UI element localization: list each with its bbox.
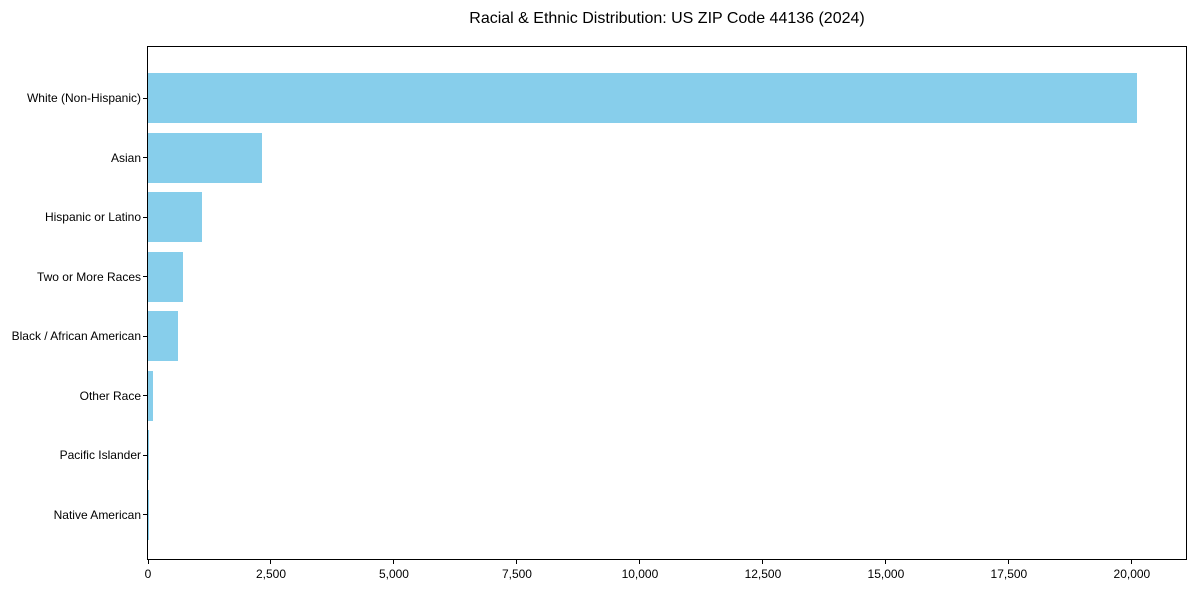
bar-hispanic-or-latino: [148, 192, 202, 242]
x-tick-mark: [270, 560, 272, 564]
x-tick-label-15000: 15,000: [867, 567, 905, 581]
y-tick-mark: [143, 276, 147, 277]
y-tick-mark: [143, 454, 147, 456]
x-tick-label-0: 0: [144, 567, 152, 581]
x-tick-label-20000: 20,000: [1113, 567, 1151, 581]
y-tick-mark: [143, 514, 147, 515]
bar-black-african-american: [148, 311, 178, 361]
bar-white-non-hispanic: [148, 73, 1137, 123]
y-tick-mark: [143, 97, 147, 99]
bar-other-race: [148, 370, 153, 421]
y-tick-label-black-african-american: Black / African American: [11, 329, 141, 343]
y-tick-mark: [143, 157, 147, 158]
x-tick-label-5000: 5,000: [378, 567, 409, 581]
x-tick-label-17500: 17,500: [990, 567, 1028, 581]
y-tick-label-asian: Asian: [110, 150, 141, 165]
x-tick-mark: [762, 560, 764, 564]
y-tick-mark: [143, 216, 147, 218]
x-tick-mark: [885, 560, 887, 564]
y-tick-label-pacific-islander: Pacific Islander: [59, 448, 141, 462]
y-tick-label-native-american: Native American: [53, 507, 141, 522]
x-tick-mark: [639, 560, 641, 564]
x-tick-mark: [147, 560, 149, 564]
bar-asian: [148, 132, 263, 183]
y-tick-mark: [143, 395, 147, 396]
y-tick-label-two-or-more-races: Two or More Races: [36, 269, 141, 284]
x-tick-label-2500: 2,500: [255, 567, 286, 581]
y-tick-mark: [143, 335, 147, 337]
x-tick-mark: [516, 560, 518, 564]
x-tick-label-12500: 12,500: [744, 567, 782, 581]
plot-area: [147, 46, 1187, 560]
y-tick-label-hispanic-or-latino: Hispanic or Latino: [44, 210, 141, 224]
bar-two-or-more-races: [148, 251, 184, 302]
y-tick-label-other-race: Other Race: [79, 388, 141, 403]
y-tick-label-white-non-hispanic: White (Non-Hispanic): [26, 91, 141, 105]
x-tick-mark: [393, 560, 395, 564]
x-tick-label-10000: 10,000: [621, 567, 659, 581]
x-tick-label-7500: 7,500: [501, 567, 532, 581]
x-tick-mark: [1008, 560, 1010, 564]
chart-title: Racial & Ethnic Distribution: US ZIP Cod…: [469, 10, 865, 27]
x-tick-mark: [1131, 560, 1133, 564]
